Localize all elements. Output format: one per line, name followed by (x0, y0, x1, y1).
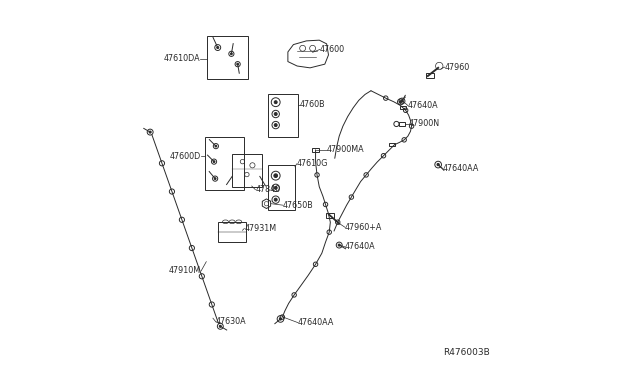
Bar (400, 106, 406, 109)
Circle shape (274, 186, 277, 189)
Text: 47900MA: 47900MA (326, 145, 364, 154)
Circle shape (217, 46, 219, 49)
Bar (399, 122, 405, 126)
Circle shape (274, 124, 277, 126)
Text: 47960+A: 47960+A (345, 223, 383, 232)
Text: 47640AA: 47640AA (443, 164, 479, 173)
Text: 47600: 47600 (320, 45, 345, 54)
Circle shape (279, 318, 282, 320)
Circle shape (338, 244, 340, 246)
Text: 47610G: 47610G (297, 159, 328, 169)
Text: 47960: 47960 (445, 62, 470, 72)
Circle shape (149, 131, 151, 133)
Text: 47840: 47840 (255, 185, 280, 194)
Text: 47640AA: 47640AA (298, 318, 334, 327)
Circle shape (230, 53, 232, 55)
Text: 47900N: 47900N (408, 119, 440, 128)
Bar (218, 222, 246, 243)
Text: 4760B: 4760B (300, 100, 325, 109)
Circle shape (274, 198, 277, 201)
Text: 47910M: 47910M (169, 266, 201, 275)
Circle shape (274, 174, 278, 177)
Circle shape (213, 161, 215, 163)
Bar (388, 143, 395, 146)
Text: 47630A: 47630A (216, 317, 246, 326)
Text: 47610DA: 47610DA (163, 54, 200, 63)
Text: 47640A: 47640A (345, 243, 376, 251)
Circle shape (220, 325, 221, 327)
Circle shape (399, 101, 401, 103)
Bar (207, 36, 248, 79)
Text: 47640A: 47640A (408, 101, 438, 110)
Bar (232, 154, 262, 187)
Circle shape (215, 145, 217, 147)
Circle shape (437, 163, 439, 166)
Text: 47650B: 47650B (283, 201, 314, 210)
Circle shape (274, 101, 277, 104)
Text: R476003B: R476003B (443, 349, 490, 357)
Bar (312, 148, 319, 152)
Bar (268, 94, 298, 137)
Bar (205, 137, 244, 190)
Circle shape (214, 178, 216, 180)
Text: 47931M: 47931M (244, 224, 276, 233)
Circle shape (274, 112, 277, 115)
Bar (326, 213, 334, 218)
Text: 47600D: 47600D (170, 152, 201, 161)
Bar (426, 73, 435, 78)
Circle shape (401, 100, 403, 102)
Bar (268, 164, 295, 210)
Circle shape (237, 63, 239, 65)
